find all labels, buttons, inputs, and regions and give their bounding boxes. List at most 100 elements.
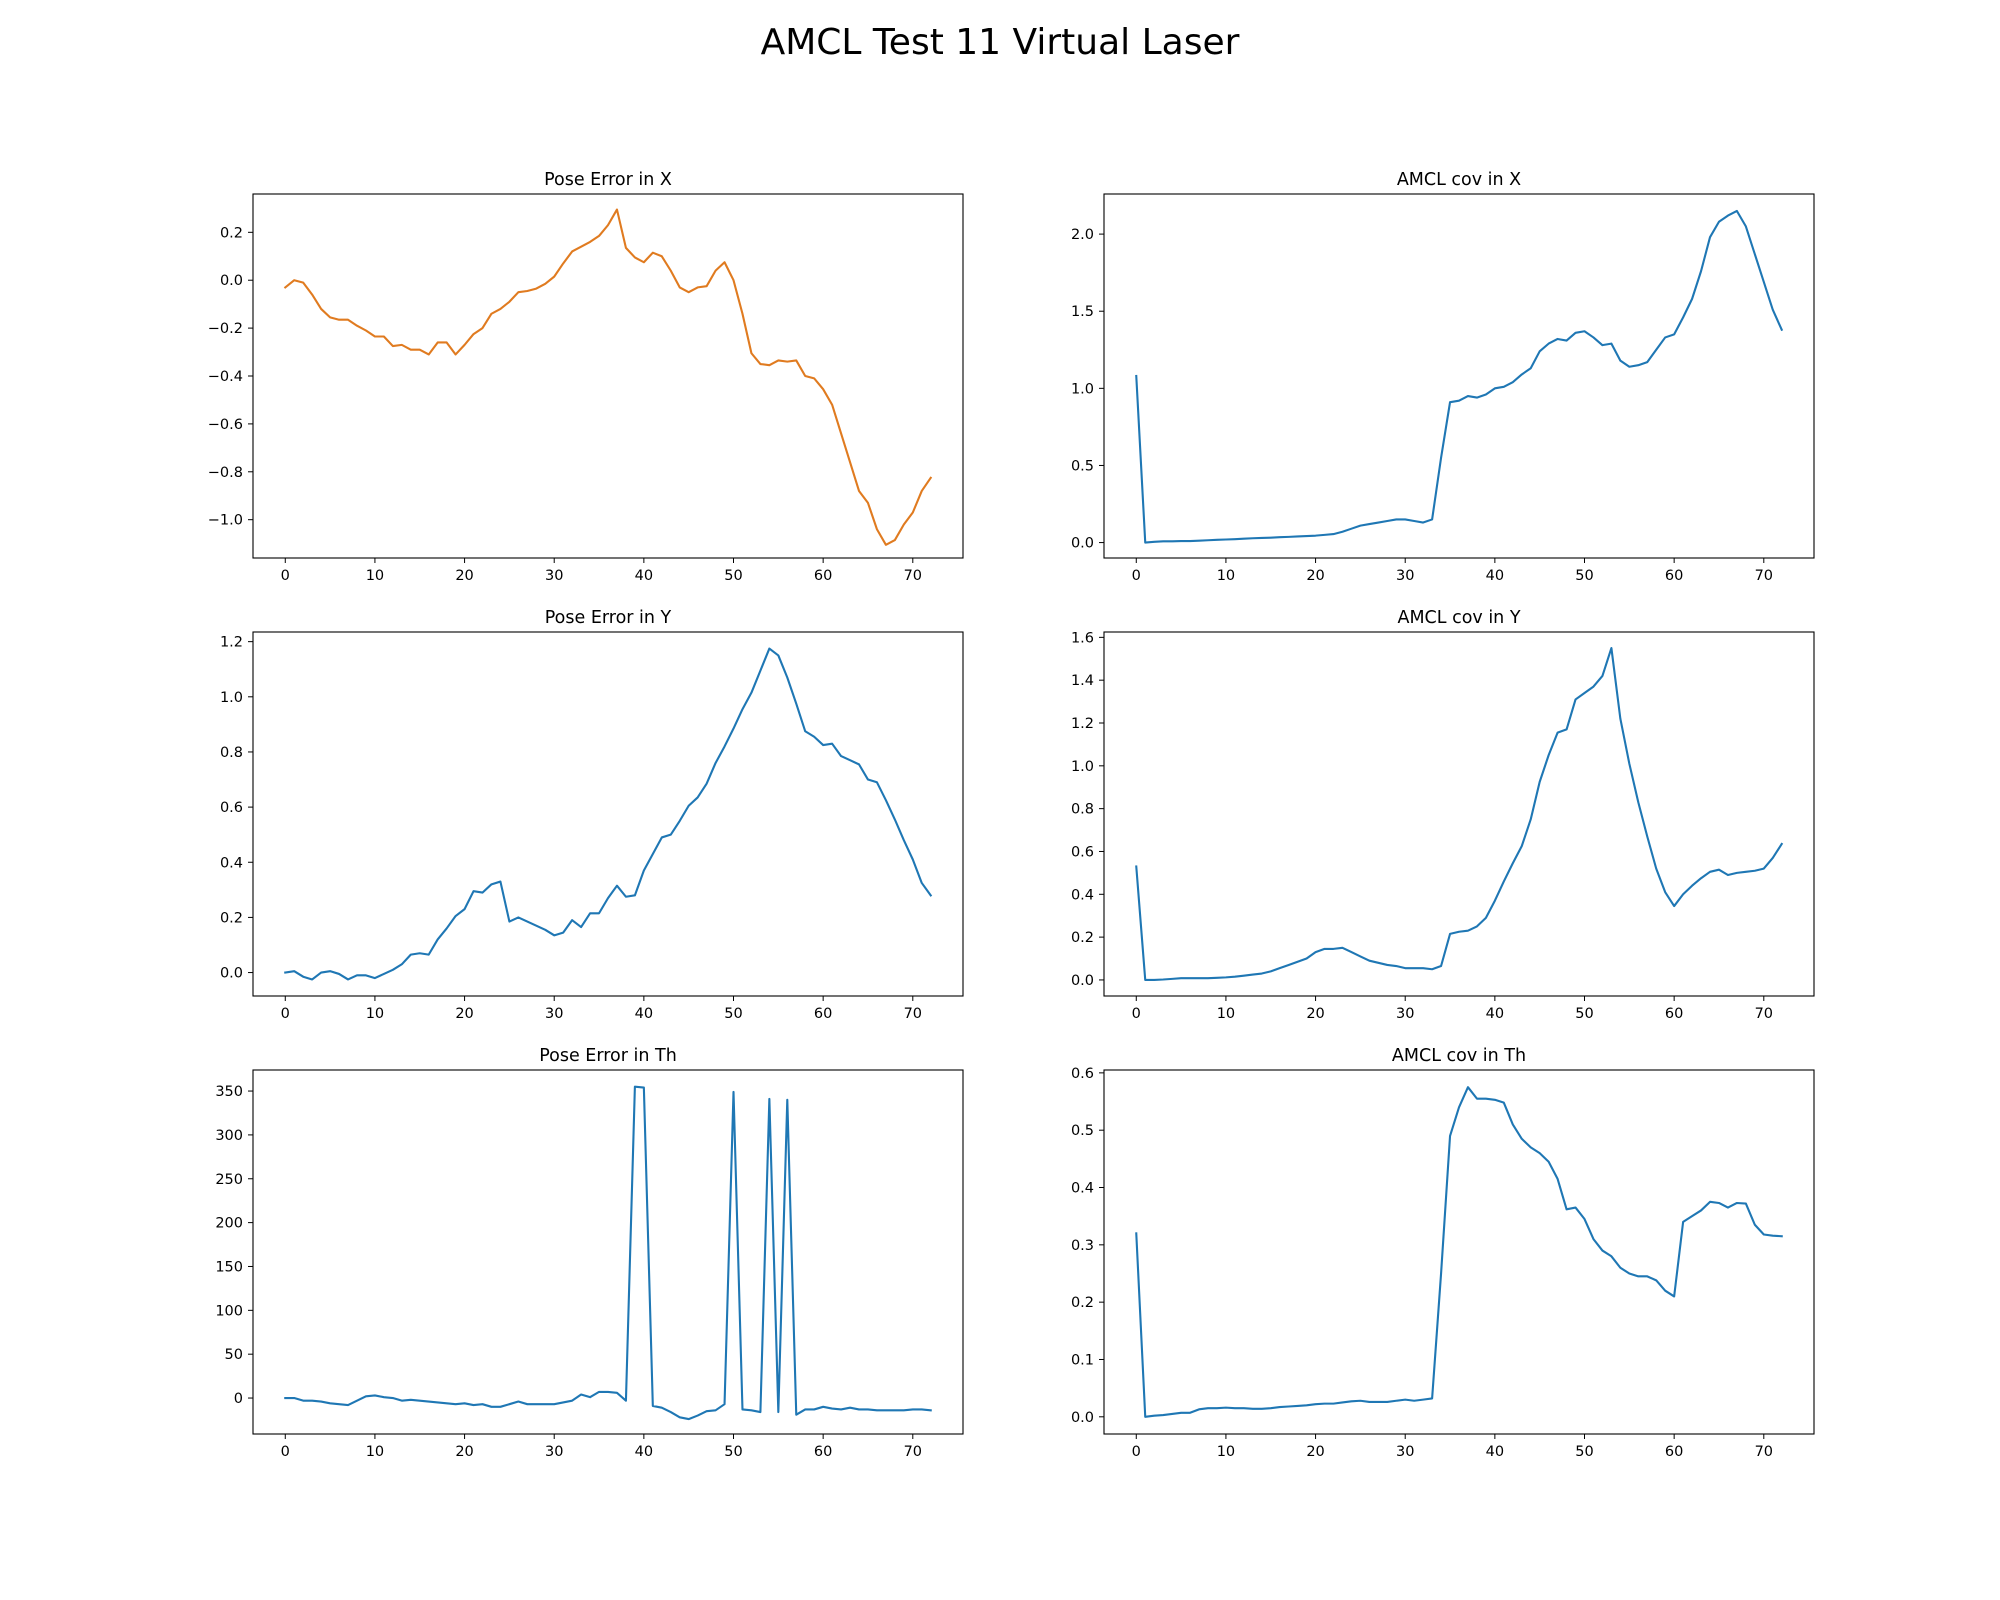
x-tick-label: 70 xyxy=(904,568,922,584)
x-tick-label: 0 xyxy=(281,1006,290,1022)
subplot-title: Pose Error in X xyxy=(544,170,672,190)
y-tick-label: 0.5 xyxy=(1071,1123,1094,1139)
y-tick-label: 300 xyxy=(215,1128,243,1144)
y-tick-label: 0.8 xyxy=(220,745,243,761)
x-tick-label: 50 xyxy=(1575,1444,1593,1460)
x-tick-label: 50 xyxy=(724,1444,742,1460)
x-tick-label: 30 xyxy=(545,1006,563,1022)
y-tick-label: 0.4 xyxy=(1071,887,1094,903)
x-tick-label: 10 xyxy=(1217,568,1235,584)
x-tick-label: 50 xyxy=(724,1006,742,1022)
y-tick-label: 250 xyxy=(215,1172,243,1188)
x-tick-label: 60 xyxy=(814,1006,832,1022)
subplot-amcl-cov-in-x: AMCL cov in X 0 10 20 30 40 50 60 70 0.0 0.5 1.0 1.5… xyxy=(1071,170,1815,584)
x-tick-label: 20 xyxy=(455,1006,473,1022)
series-line xyxy=(284,1085,932,1421)
x-tick-label: 40 xyxy=(1486,1444,1504,1460)
x-tick-label: 30 xyxy=(545,568,563,584)
x-tick-label: 60 xyxy=(1665,568,1683,584)
x-tick-label: 70 xyxy=(904,1444,922,1460)
y-tick-label: 0.0 xyxy=(1071,1410,1094,1426)
y-tick-label: −0.4 xyxy=(208,369,243,385)
axes-frame xyxy=(252,1069,964,1435)
y-tick-label: 0.2 xyxy=(1071,1295,1094,1311)
x-tick-label: 0 xyxy=(1132,568,1141,584)
x-tick-label: 60 xyxy=(814,568,832,584)
y-tick-label: 350 xyxy=(215,1084,243,1100)
subplot-title: Pose Error in Th xyxy=(539,1046,677,1066)
y-tick-label: 2.0 xyxy=(1071,227,1094,243)
x-tick-label: 30 xyxy=(545,1444,563,1460)
y-tick-label: 1.0 xyxy=(220,690,243,706)
subplot-title: Pose Error in Y xyxy=(545,608,672,628)
y-tick-label: −0.6 xyxy=(208,417,243,433)
y-tick-label: 0.2 xyxy=(220,910,243,926)
x-tick-label: 60 xyxy=(1665,1006,1683,1022)
y-tick-label: −1.0 xyxy=(208,513,243,529)
x-tick-label: 60 xyxy=(814,1444,832,1460)
subplot-title: AMCL cov in Th xyxy=(1392,1046,1526,1066)
series-line xyxy=(284,647,933,981)
x-tick-label: 30 xyxy=(1396,1006,1414,1022)
x-tick-label: 30 xyxy=(1396,1444,1414,1460)
subplot-amcl-cov-in-y: AMCL cov in Y 0 10 20 30 40 50 60 70 0.0 0.2 0.4 0.6… xyxy=(1071,608,1815,1022)
subplot-title: AMCL cov in Y xyxy=(1397,608,1520,628)
x-tick-label: 20 xyxy=(1306,1444,1324,1460)
axes-frame xyxy=(252,193,964,559)
x-tick-label: 40 xyxy=(635,1006,653,1022)
y-tick-label: 0.0 xyxy=(220,966,243,982)
y-tick-label: 1.6 xyxy=(1071,630,1094,646)
y-tick-label: 0.6 xyxy=(1071,1066,1094,1082)
y-tick-label: 0.3 xyxy=(1071,1238,1094,1254)
x-tick-label: 0 xyxy=(1132,1444,1141,1460)
x-tick-label: 40 xyxy=(1486,1006,1504,1022)
subplot-pose-error-in-x: Pose Error in X 0 10 20 30 40 50 60 70 −1.0 −0.8 −0… xyxy=(208,170,964,584)
x-tick-label: 10 xyxy=(366,1006,384,1022)
x-tick-label: 20 xyxy=(1306,1006,1324,1022)
x-tick-label: 20 xyxy=(455,1444,473,1460)
y-tick-label: 100 xyxy=(215,1303,243,1319)
x-tick-label: 40 xyxy=(635,568,653,584)
y-tick-label: 1.5 xyxy=(1071,304,1094,320)
y-tick-label: 50 xyxy=(225,1347,243,1363)
x-tick-label: 10 xyxy=(366,568,384,584)
y-tick-label: 1.4 xyxy=(1071,673,1094,689)
subplot-title: AMCL cov in X xyxy=(1397,170,1521,190)
x-tick-label: 10 xyxy=(1217,1444,1235,1460)
axes-frame xyxy=(1103,1069,1815,1435)
y-tick-label: 1.2 xyxy=(220,635,243,651)
x-tick-label: 70 xyxy=(1755,1006,1773,1022)
y-tick-label: 0.4 xyxy=(220,855,243,871)
x-tick-label: 10 xyxy=(366,1444,384,1460)
y-tick-label: 1.0 xyxy=(1071,381,1094,397)
x-tick-label: 60 xyxy=(1665,1444,1683,1460)
y-tick-label: 1.0 xyxy=(1071,759,1094,775)
subplot-amcl-cov-in-th: AMCL cov in Th 0 10 20 30 40 50 60 70 0.0 0.1 0.2 0.… xyxy=(1071,1046,1815,1460)
x-tick-label: 50 xyxy=(724,568,742,584)
y-tick-label: 0.5 xyxy=(1071,458,1094,474)
series-line xyxy=(1135,209,1784,544)
series-line xyxy=(1135,647,1784,981)
x-tick-label: 20 xyxy=(1306,568,1324,584)
y-tick-label: 0.4 xyxy=(1071,1181,1094,1197)
x-tick-label: 70 xyxy=(1755,568,1773,584)
y-tick-label: 0.0 xyxy=(220,273,243,289)
y-tick-label: 150 xyxy=(215,1259,243,1275)
x-tick-label: 70 xyxy=(904,1006,922,1022)
x-tick-label: 20 xyxy=(455,568,473,584)
series-line xyxy=(283,208,933,546)
y-tick-label: 1.2 xyxy=(1071,716,1094,732)
x-tick-label: 30 xyxy=(1396,568,1414,584)
y-tick-label: 0.2 xyxy=(1071,930,1094,946)
x-tick-label: 0 xyxy=(281,568,290,584)
y-tick-label: −0.2 xyxy=(208,321,243,337)
x-tick-label: 50 xyxy=(1575,568,1593,584)
x-tick-label: 0 xyxy=(281,1444,290,1460)
x-tick-label: 0 xyxy=(1132,1006,1141,1022)
y-tick-label: 0.2 xyxy=(220,225,243,241)
y-tick-label: 0.0 xyxy=(1071,973,1094,989)
y-tick-label: 0.8 xyxy=(1071,802,1094,818)
y-tick-label: 200 xyxy=(215,1216,243,1232)
subplot-pose-error-in-y: Pose Error in Y 0 10 20 30 40 50 60 70 0.0 0.2 0.4 0… xyxy=(220,608,964,1022)
